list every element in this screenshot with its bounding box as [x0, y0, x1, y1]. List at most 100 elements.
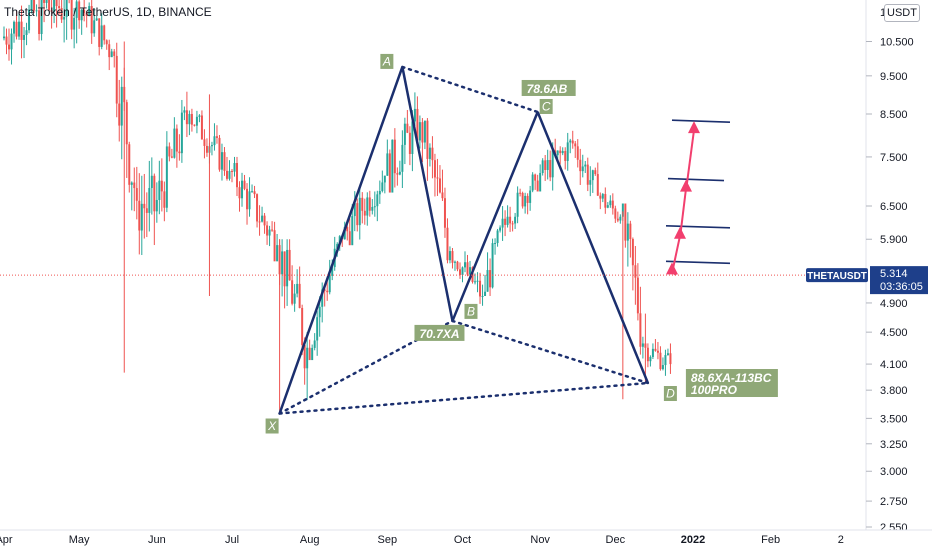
candle-body [358, 197, 361, 226]
candle-body [611, 200, 614, 209]
candle-body [165, 146, 168, 208]
ratio-abc-text: 78.6AB [527, 82, 568, 96]
candle-body [544, 160, 547, 170]
candle-body [644, 343, 647, 348]
candle-body [466, 262, 469, 275]
candles-layer [3, 0, 672, 414]
target-arrow-line [685, 130, 695, 191]
candle-body [601, 194, 604, 199]
candle-body [13, 21, 16, 34]
candle-body [243, 180, 246, 189]
candle-body [564, 151, 567, 161]
candle-body [421, 122, 424, 143]
time-axis-bg[interactable] [0, 530, 932, 550]
candle-body [506, 216, 509, 225]
price-tick-label: 3.500 [880, 413, 908, 425]
candle-body [649, 356, 652, 362]
candle-body [103, 25, 106, 41]
candle-body [436, 177, 439, 179]
candle-body [391, 139, 394, 193]
candle-body [491, 243, 494, 288]
candle-body [228, 170, 231, 179]
candle-body [326, 290, 329, 293]
candle-body [499, 227, 502, 231]
target-line [665, 225, 731, 229]
candle-body [398, 171, 401, 175]
candle-body [198, 115, 201, 117]
candle-body [461, 267, 464, 275]
ratio-xab-text: 70.7XA [419, 327, 459, 341]
candle-body [408, 132, 411, 154]
candle-body [413, 108, 416, 122]
candle-body [85, 12, 88, 16]
candle-body [624, 203, 627, 241]
candle-body [130, 182, 133, 185]
candle-body [596, 174, 599, 196]
candle-body [433, 160, 436, 178]
candle-body [246, 188, 249, 210]
candle-body [423, 120, 426, 143]
time-tick-label: Aug [300, 534, 320, 546]
candle-body [406, 123, 409, 133]
currency-button[interactable]: USDT [884, 4, 920, 22]
candle-body [614, 208, 617, 219]
candle-body [418, 122, 421, 141]
candle-body [604, 194, 607, 208]
price-tick-label: 4.100 [880, 359, 908, 371]
price-tick-label: 3.800 [880, 385, 908, 397]
pattern-leg-BC [451, 111, 539, 322]
candle-body [666, 353, 669, 356]
candle-body [669, 353, 672, 365]
candle-body [321, 289, 324, 307]
candle-body [356, 203, 359, 226]
candle-body [521, 193, 524, 207]
candle-body [594, 170, 597, 175]
candle-body [225, 170, 228, 179]
candle-body [351, 216, 354, 246]
candle-body [30, 0, 33, 10]
candle-body [73, 17, 76, 30]
candle-body [223, 152, 226, 171]
candle-body [443, 198, 446, 228]
candle-body [629, 223, 632, 240]
candle-body [143, 203, 146, 209]
candle-body [328, 275, 331, 293]
candle-body [396, 173, 399, 175]
candle-body [453, 261, 456, 263]
candle-body [241, 180, 244, 199]
candle-body [591, 170, 594, 181]
candle-body [581, 166, 584, 172]
target-line [667, 177, 725, 182]
candle-body [35, 10, 38, 12]
pattern-point-label: C [542, 99, 551, 113]
candle-body [519, 192, 522, 194]
candle-body [133, 182, 136, 189]
candle-body [524, 195, 527, 207]
time-axis[interactable]: Apr May Jun Jul Aug Sep Oct Nov Dec 2022 Feb 2 [0, 534, 844, 546]
candle-body [416, 108, 419, 141]
price-tick-label: 7.500 [880, 152, 908, 164]
candle-body [381, 182, 384, 192]
candle-body [403, 123, 406, 145]
candle-body [18, 21, 21, 37]
candle-body [5, 36, 8, 45]
candle-body [236, 162, 239, 188]
candle-body [448, 251, 451, 261]
pattern-leg-CD [536, 111, 650, 384]
candle-body [33, 0, 36, 11]
candle-body [256, 194, 259, 222]
candle-body [298, 283, 301, 308]
candle-body [291, 280, 294, 304]
candle-body [536, 180, 539, 192]
candle-body [110, 51, 113, 58]
candle-body [95, 18, 98, 21]
candle-body [313, 340, 316, 348]
candle-body [40, 0, 43, 35]
candle-body [276, 245, 279, 262]
pattern-leg-XA [278, 66, 404, 414]
candle-body [441, 192, 444, 199]
price-axis-bg[interactable] [866, 0, 932, 530]
candle-body [60, 8, 63, 20]
